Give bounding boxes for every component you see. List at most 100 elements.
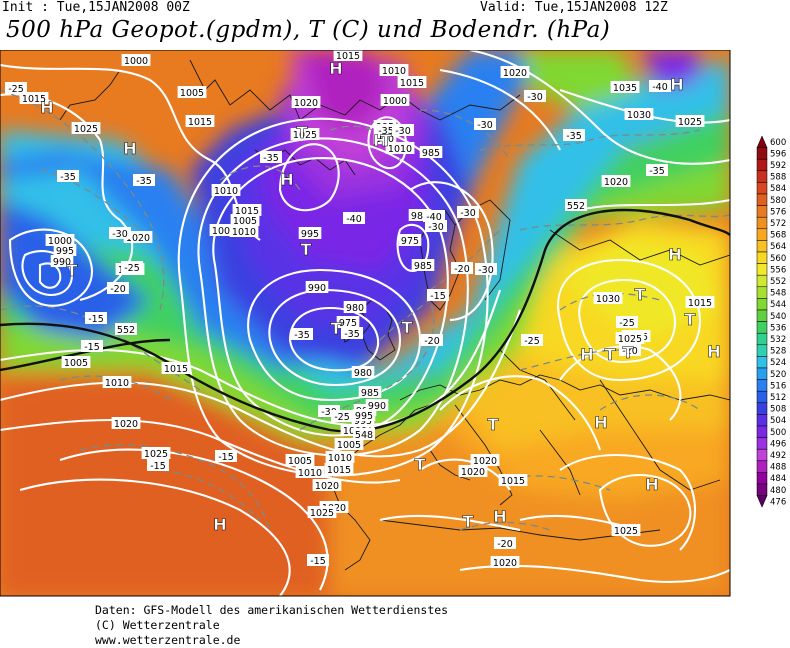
temperature-label: -35	[341, 327, 363, 340]
legend-swatch	[756, 321, 768, 334]
legend-label: 484	[770, 474, 786, 484]
pressure-label-text: 1000	[124, 56, 148, 67]
pressure-label-text: 1010	[328, 453, 352, 464]
pressure-label-text: 1005	[288, 456, 312, 467]
legend-swatch	[756, 402, 768, 415]
legend-swatch	[756, 170, 768, 183]
temperature-label-text: -40	[652, 82, 668, 93]
pressure-label: 995	[352, 409, 376, 422]
pressure-label: 1025	[71, 122, 101, 135]
legend-label: 576	[770, 207, 786, 217]
pressure-label: 1015	[19, 92, 49, 105]
legend-swatch	[756, 240, 768, 253]
legend-label: 596	[770, 149, 786, 159]
temperature-label-text: -35	[263, 153, 279, 164]
high-pressure-marker: H	[280, 170, 293, 189]
temperature-label-text: -20	[424, 336, 440, 347]
pressure-label-text: 1025	[74, 124, 98, 135]
credit-url: www.wetterzentrale.de	[95, 633, 241, 647]
pressure-label-text: 1005	[233, 216, 257, 227]
high-pressure-marker: H	[213, 515, 226, 534]
pressure-label-text: 1015	[164, 364, 188, 375]
temperature-label: -35	[291, 328, 313, 341]
high-pressure-marker: H	[668, 245, 681, 264]
legend-label: 600	[770, 138, 786, 148]
temperature-label: -30	[109, 227, 131, 240]
legend-swatch	[756, 251, 768, 264]
pressure-label: 1000	[121, 54, 151, 67]
high-pressure-marker: H	[373, 131, 386, 150]
low-pressure-marker: T	[605, 345, 616, 364]
pressure-label-text: 1025	[293, 130, 317, 141]
temperature-label: -40	[343, 212, 365, 225]
isotherms	[0, 89, 730, 531]
legend-label: 508	[770, 405, 786, 415]
legend-swatch	[756, 274, 768, 288]
temperature-label-text: -20	[497, 539, 513, 550]
pressure-label: 1025	[611, 524, 641, 537]
legend-swatch	[756, 286, 768, 299]
pressure-label: 1000	[45, 234, 75, 247]
legend-swatch	[756, 344, 768, 357]
temperature-label: -25	[616, 316, 638, 329]
temperature-label-text: -25	[524, 336, 540, 347]
pressure-label: 1015	[685, 296, 715, 309]
pressure-label: 1010	[295, 466, 325, 479]
temperature-label: -30	[524, 90, 546, 103]
pressure-label-text: 1025	[678, 117, 702, 128]
temperature-label: -20	[619, 344, 641, 357]
temperature-label-text: -20	[110, 284, 126, 295]
pressure-label-text: 1015	[336, 51, 360, 62]
legend-swatch	[756, 228, 768, 241]
temperature-label-text: -35	[378, 126, 394, 137]
temperature-label: -35	[260, 151, 282, 164]
legend-label: 532	[770, 335, 786, 345]
temperature-label: -25	[331, 410, 353, 423]
pressure-label: 1020	[291, 96, 321, 109]
pressure-label-text: 1020	[315, 481, 339, 492]
legend-label: 524	[770, 358, 786, 368]
legend-label: 500	[770, 428, 786, 438]
low-pressure-marker: T	[301, 240, 312, 259]
high-pressure-marker: H	[493, 507, 506, 526]
pressure-label-text: 1015	[688, 298, 712, 309]
pressure-label-text: 1010	[214, 186, 238, 197]
pressure-label: 1015	[232, 204, 262, 217]
pressure-label: 1020	[111, 417, 141, 430]
pressure-label: 1015	[185, 115, 215, 128]
pressure-label-text: 1010	[105, 378, 129, 389]
pressure-label-text: 1000	[48, 236, 72, 247]
legend-label: 544	[770, 300, 786, 310]
temperature-label: -15	[147, 459, 169, 472]
low-pressure-marker: T	[331, 319, 342, 338]
legend-swatch	[756, 495, 768, 508]
geopotential-field	[0, 50, 730, 596]
temperature-label: -35	[646, 164, 668, 177]
pressure-label: 1005	[230, 214, 260, 227]
pressure-label: 1015	[161, 362, 191, 375]
legend-label: 480	[770, 486, 786, 496]
temperature-label-text: -30	[478, 265, 494, 276]
pressure-label-text: 1010	[232, 227, 256, 238]
legend-swatch	[756, 437, 768, 450]
pressure-label: 1005	[61, 356, 91, 369]
pressure-label-text: 1015	[188, 117, 212, 128]
pressure-label-text: 1025	[310, 508, 334, 519]
pressure-label: 1020	[312, 479, 342, 492]
map-frame	[0, 50, 731, 597]
legend-label: 496	[770, 439, 786, 449]
temperature-label-text: -20	[622, 346, 638, 357]
pressure-label-text: 985	[414, 261, 432, 272]
height-label: 552	[565, 199, 587, 212]
high-pressure-marker: H	[123, 139, 136, 158]
pressure-label-text: 1015	[400, 78, 424, 89]
temperature-label: -40	[423, 210, 445, 223]
pressure-label: 980	[343, 301, 367, 314]
temperature-label-text: -35	[60, 172, 76, 183]
pressure-label: 980	[351, 366, 375, 379]
pressure-label-text: 980	[411, 211, 429, 222]
pressure-label: 990	[365, 399, 389, 412]
legend-label: 512	[770, 393, 786, 403]
pressure-label: 1020	[490, 556, 520, 569]
pressure-label: 1030	[624, 108, 654, 121]
